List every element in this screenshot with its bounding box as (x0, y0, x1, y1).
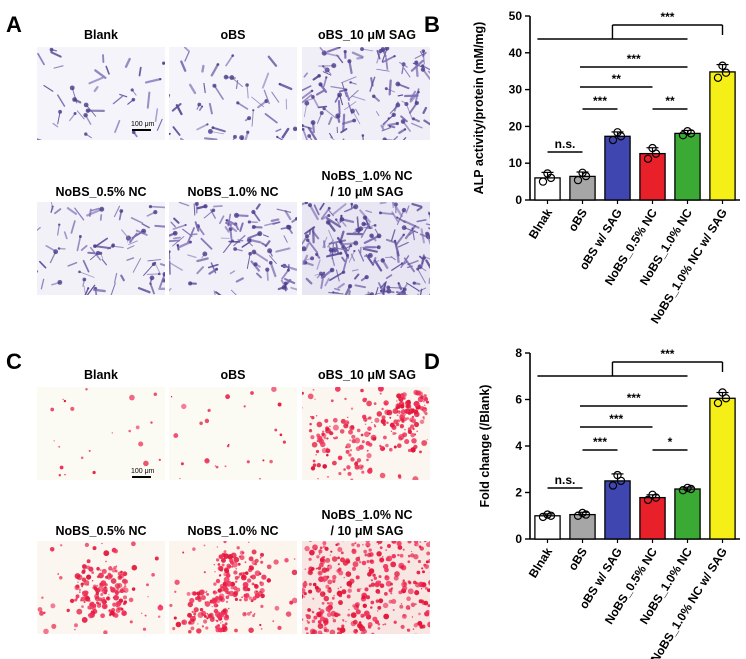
chart-b-sig-label: n.s. (555, 137, 576, 151)
chart-d-data-point (543, 510, 552, 519)
panel-letter-b: B (424, 12, 440, 37)
panel-letter-d: D (424, 349, 440, 374)
image-label-c-obs: oBS (220, 368, 246, 382)
chart-b-data-point (573, 175, 583, 185)
chart-d-data-point (686, 484, 696, 494)
chart-b-bar (674, 132, 701, 201)
chart-d-data-point (718, 388, 727, 397)
chart-d-data-point (546, 511, 556, 521)
chart-d-bar (604, 480, 631, 540)
chart-d-sig-label: *** (609, 412, 623, 426)
image-label-a-blank: Blank (83, 28, 119, 42)
chart-d-y-tick-label: 6 (515, 393, 522, 407)
micrograph-c-blank (37, 387, 165, 480)
image-label-a-nobs-10: NoBS_1.0% NC (187, 185, 279, 199)
chart-b-sig-label: ** (665, 94, 675, 108)
chart-b-data-point (578, 168, 587, 177)
chart-b-sig-label: *** (593, 94, 607, 108)
chart-d-data-point (573, 511, 583, 521)
chart-b-data-point (718, 61, 727, 70)
chart-b-bar (604, 135, 631, 201)
chart-d-sig-label: *** (593, 435, 607, 449)
chart-b-y-tick-label: 0 (515, 193, 522, 207)
chart-b-y-tick-label: 40 (509, 46, 523, 60)
chart-b-data-point (543, 169, 552, 178)
image-label-c-nobs-10-sag-line2: / 10 μM SAG (330, 524, 404, 538)
micrograph-c-obs-sag (302, 387, 430, 480)
chart-b-y-tick-label: 20 (509, 119, 523, 133)
chart-d-x-tick-label: oBS (565, 545, 590, 573)
chart-d-data-point (613, 470, 622, 480)
chart-b-data-point (648, 143, 657, 153)
chart-d-bar (639, 496, 666, 540)
chart-d-data-point (643, 495, 653, 505)
chart-d-y-axis-label: Fold change (/Blank) (478, 385, 492, 508)
chart-d-y-tick-label: 8 (515, 346, 522, 360)
micrograph-a-nobs-05 (37, 202, 165, 295)
chart-d-x-tick-label: Blnak (526, 545, 555, 580)
micrograph-a-nobs-10-sag (302, 202, 430, 295)
image-label-a-nobs-10-sag-line2: / 10 μM SAG (330, 185, 404, 199)
image-label-a-nobs-10-sag-line1: NoBS_1.0% NC (321, 169, 413, 183)
chart-d-y-tick-label: 0 (515, 532, 522, 546)
chart-b-sig-label: *** (627, 52, 641, 66)
image-label-c-nobs-05: NoBS_0.5% NC (55, 524, 147, 538)
chart-d-bar (534, 515, 561, 540)
panel-letter-c: C (6, 349, 22, 374)
chart-d-sig-label: n.s. (555, 473, 576, 487)
scale-bar-c (132, 476, 151, 478)
chart-b-y-axis-label: ALP activity/protein (mM/mg) (472, 22, 486, 195)
chart-b-sig-label: *** (660, 10, 674, 24)
micrograph-c-nobs-10-sag (302, 541, 430, 634)
chart-b-y-tick-label: 50 (509, 9, 523, 23)
chart-b-data-point (608, 135, 618, 145)
chart-d-data-point (578, 508, 587, 518)
chart-b-data-point (713, 73, 723, 83)
chart-b-y-tick-label: 10 (509, 156, 523, 170)
chart-d-data-point (648, 490, 657, 499)
chart-d-sig-label: * (668, 435, 673, 449)
chart-b-data-point (643, 154, 653, 163)
chart-b-data-point (683, 126, 692, 136)
chart-b-sig-label: ** (612, 72, 622, 86)
scale-bar-a (132, 129, 151, 131)
chart-d-data-point (683, 483, 692, 493)
chart-d-data-point (678, 486, 688, 495)
micrograph-a-blank (37, 47, 165, 140)
image-label-c-blank: Blank (83, 368, 119, 382)
image-label-a-obs-sag: oBS_10 μM SAG (318, 28, 416, 42)
image-label-c-obs-sag: oBS_10 μM SAG (318, 368, 416, 382)
scale-bar-label-a: 100 μm (131, 121, 155, 128)
image-label-c-nobs-10-sag-line1: NoBS_1.0% NC (321, 508, 413, 522)
chart-d-data-point (538, 512, 548, 522)
micrograph-a-nobs-10 (169, 202, 297, 295)
chart-d-bar (674, 488, 701, 540)
scale-bar-label-c: 100 μm (131, 468, 155, 475)
chart-b-y-tick-label: 30 (509, 83, 523, 97)
micrograph-c-nobs-05 (37, 541, 165, 634)
image-label-c-nobs-10: NoBS_1.0% NC (187, 524, 279, 538)
chart-d-y-tick-label: 4 (515, 439, 522, 453)
chart-b-data-point (721, 68, 731, 77)
chart-d-bar (709, 397, 736, 540)
chart-b-data-point (613, 128, 622, 137)
chart-d-y-tick-label: 2 (515, 486, 522, 500)
micrograph-a-obs-sag (302, 47, 430, 140)
chart-d-sig-label: *** (627, 391, 641, 405)
chart-d-data-point (608, 481, 618, 490)
micrograph-a-obs (169, 47, 297, 140)
chart-d-sig-label: *** (660, 347, 674, 361)
chart-d-data-point (713, 398, 723, 408)
micrograph-c-obs (169, 387, 297, 480)
image-label-a-obs: oBS (220, 28, 246, 42)
panel-letter-a: A (6, 12, 22, 37)
image-label-a-nobs-05: NoBS_0.5% NC (55, 185, 147, 199)
chart-d-bar (569, 513, 596, 540)
micrograph-c-nobs-10 (169, 541, 297, 634)
chart-b-data-point (538, 177, 548, 186)
